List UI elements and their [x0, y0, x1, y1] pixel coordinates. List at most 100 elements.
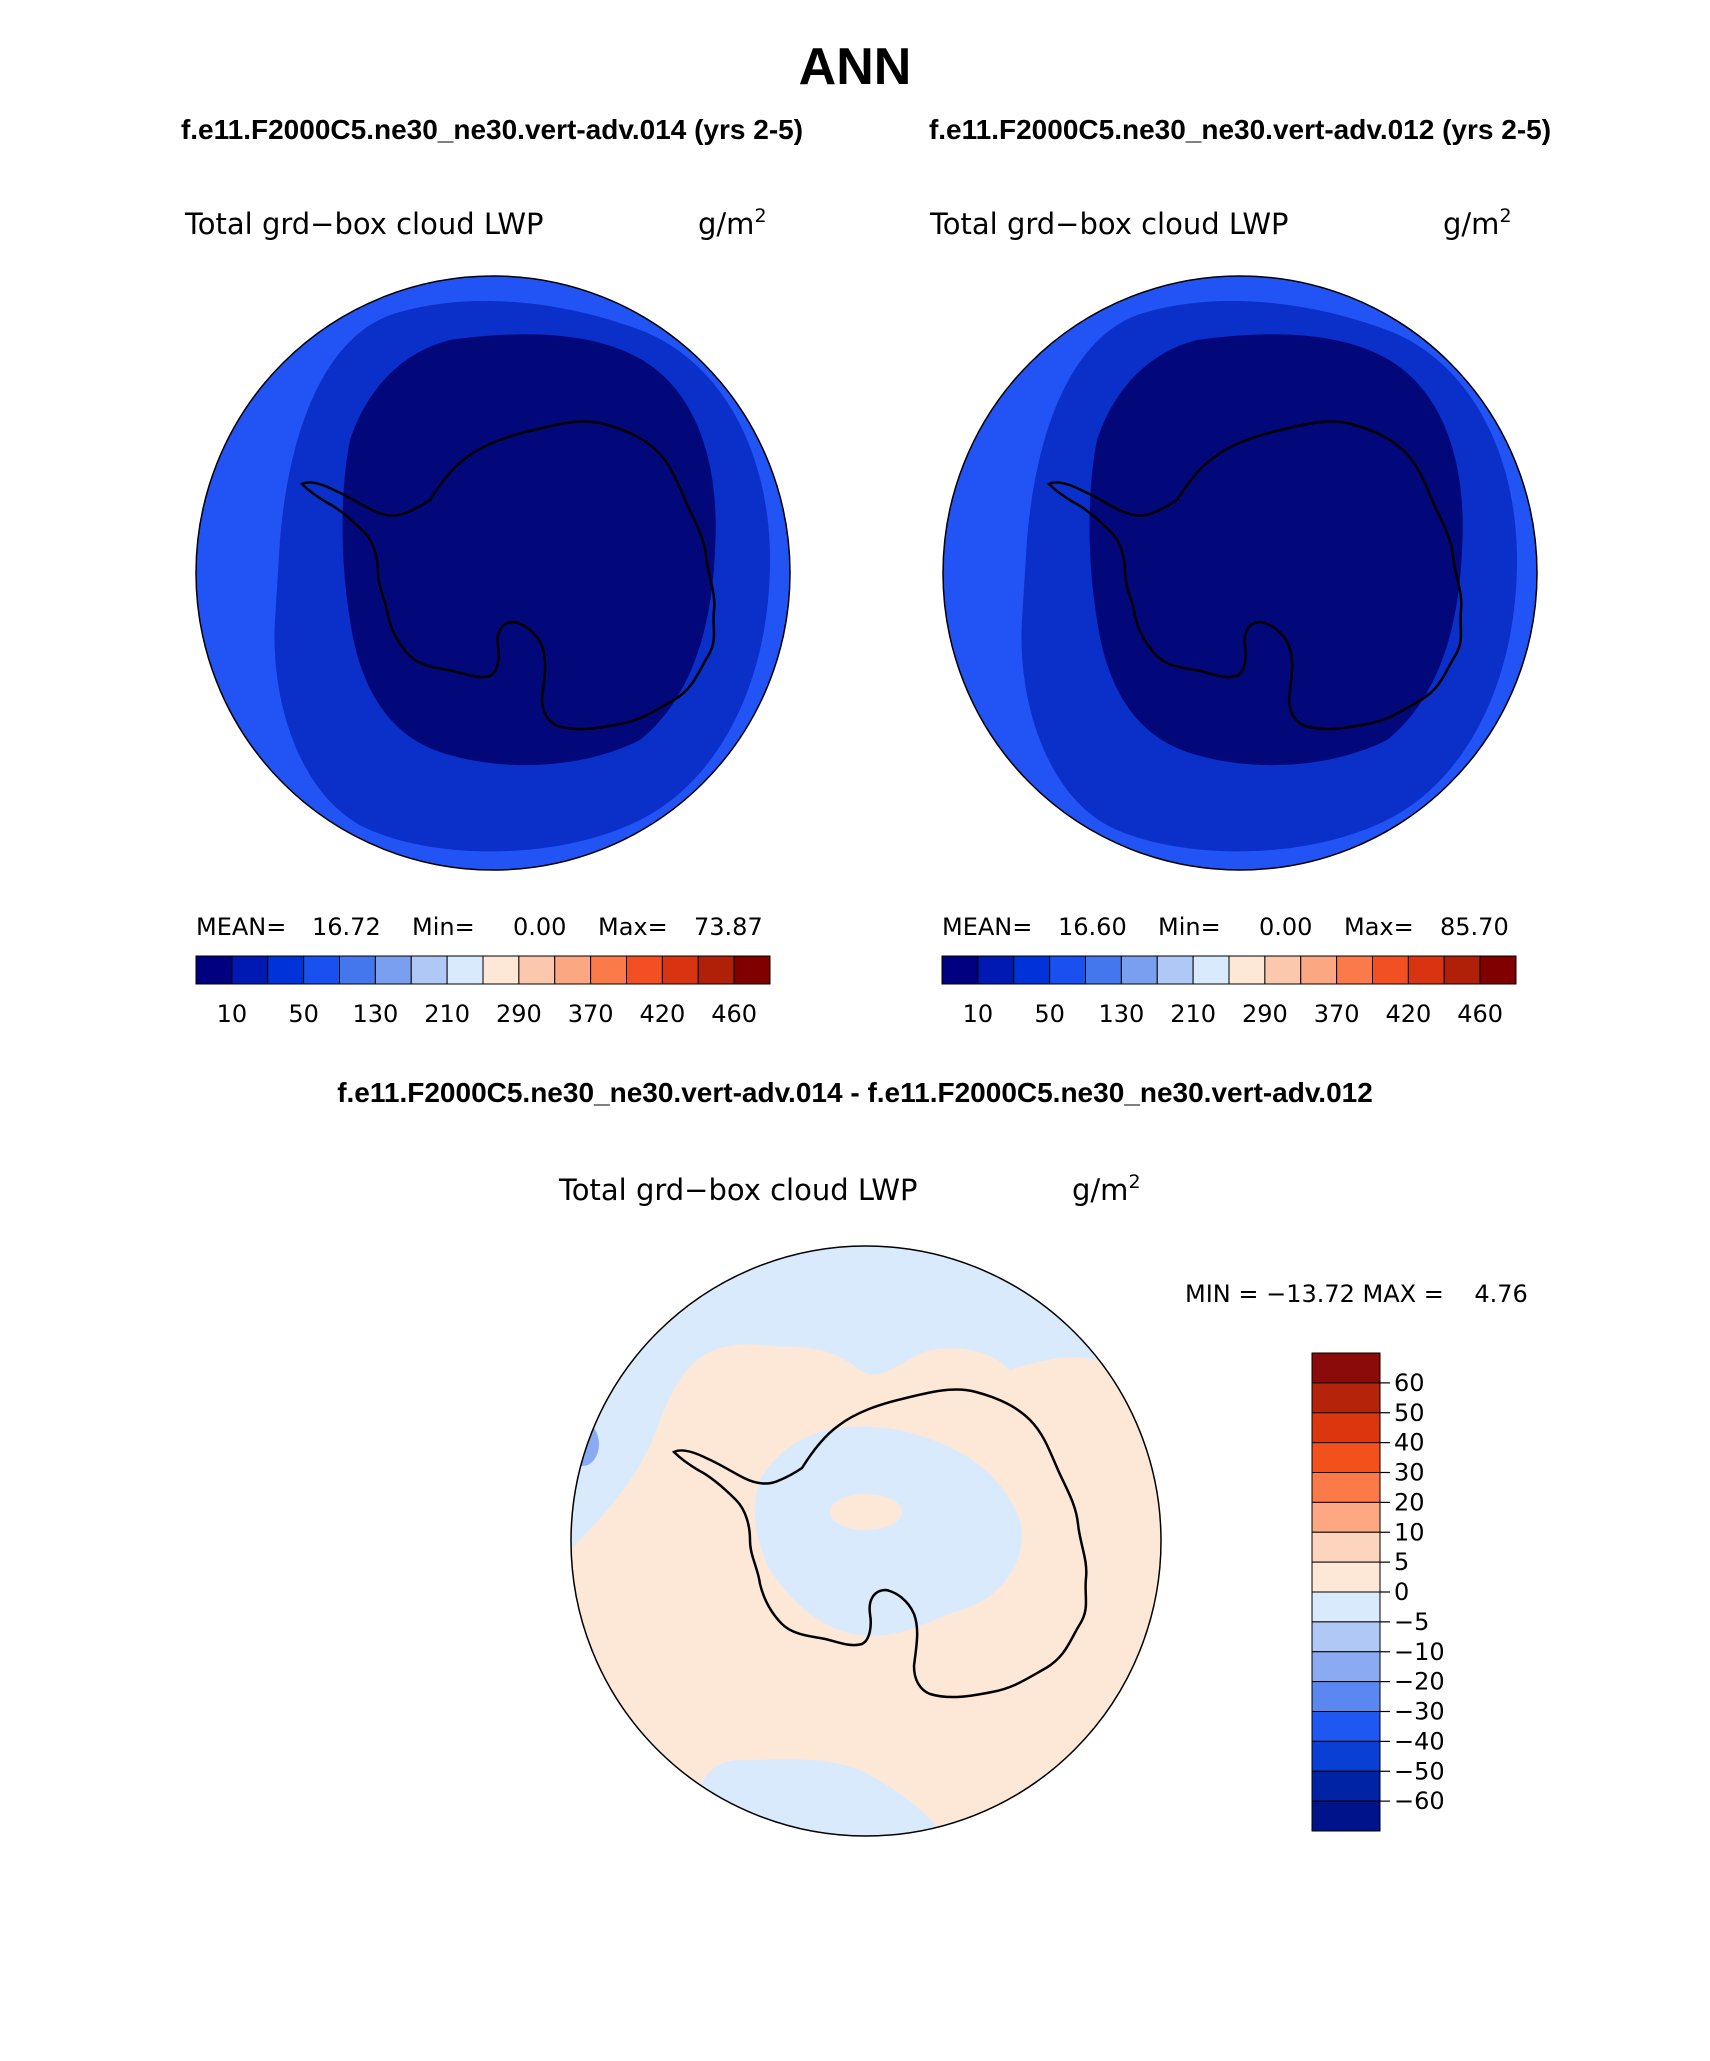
right-case-title: f.e11.F2000C5.ne30_ne30.vert-adv.012 (yr…: [929, 114, 1551, 145]
right-map-border: [942, 275, 1538, 871]
right-colorbar-ticks: 10 50 130 210 290 370 420 460: [963, 1000, 1503, 1028]
colorbar-tick-label: 50: [288, 1000, 319, 1028]
colorbar-swatch: [1311, 1561, 1381, 1593]
colorbar-tick-label: 10: [963, 1000, 994, 1028]
colorbar-swatch: [1479, 955, 1517, 985]
colorbar-swatch: [977, 955, 1015, 985]
colorbar-tick-label: 210: [424, 1000, 470, 1028]
colorbar-swatch: [1300, 955, 1338, 985]
left-mean-value: 16.72: [312, 913, 381, 941]
colorbar-swatch: [1156, 955, 1194, 985]
colorbar-tick-label: 10: [1394, 1518, 1425, 1546]
colorbar-swatch: [1311, 1442, 1381, 1473]
colorbar-swatch: [1192, 955, 1230, 985]
colorbar-swatch: [1311, 1621, 1381, 1653]
colorbar-swatch: [446, 955, 484, 985]
colorbar-swatch: [1311, 1651, 1381, 1683]
colorbar-swatch: [1049, 955, 1086, 985]
colorbar-tick-label: −10: [1394, 1638, 1445, 1666]
colorbar-tick-label: 0: [1394, 1578, 1409, 1606]
left-map-inner-band: [342, 334, 716, 766]
colorbar-tick-label: −30: [1394, 1698, 1445, 1726]
colorbar-swatch: [1311, 1531, 1381, 1563]
colorbar-swatch: [554, 955, 592, 985]
diff-map-border: [570, 1245, 1162, 1837]
right-max-label: Max=: [1344, 913, 1414, 941]
colorbar-swatch: [1443, 955, 1481, 985]
colorbar-swatch: [374, 955, 412, 985]
colorbar-tick-label: 5: [1394, 1548, 1409, 1576]
colorbar-tick-label: 130: [352, 1000, 398, 1028]
colorbar-tick-label: −5: [1394, 1608, 1429, 1636]
colorbar-swatch: [195, 955, 233, 985]
right-min-label: Min=: [1158, 913, 1221, 941]
colorbar-swatch: [661, 955, 699, 985]
colorbar-swatch: [1311, 1711, 1381, 1742]
colorbar-tick-label: −50: [1394, 1757, 1445, 1785]
colorbar-swatch: [1311, 1800, 1381, 1832]
colorbar-tick-label: 40: [1394, 1429, 1425, 1457]
colorbar-swatch: [231, 955, 269, 985]
colorbar-tick-label: 460: [711, 1000, 757, 1028]
colorbar-tick-label: 10: [217, 1000, 248, 1028]
right-stats: MEAN= 16.60 Min= 0.00 Max= 85.70: [942, 913, 1509, 941]
colorbar-swatch: [1311, 1681, 1381, 1712]
colorbar-swatch: [1311, 1740, 1381, 1772]
left-min-label: Min=: [412, 913, 475, 941]
diff-colorbar: [1311, 1352, 1390, 1832]
colorbar-swatch: [518, 955, 556, 985]
colorbar-swatch: [1407, 955, 1445, 985]
colorbar-swatch: [626, 955, 663, 985]
colorbar-swatch: [1311, 1382, 1381, 1414]
diff-title: f.e11.F2000C5.ne30_ne30.vert-adv.014 - f…: [337, 1077, 1373, 1108]
diff-polar-map: [571, 1246, 1161, 1836]
colorbar-tick-label: 290: [1242, 1000, 1288, 1028]
colorbar-tick-label: 290: [496, 1000, 542, 1028]
colorbar-tick-label: 60: [1394, 1369, 1425, 1397]
colorbar-tick-label: −60: [1394, 1787, 1445, 1815]
colorbar-tick-label: 420: [639, 1000, 685, 1028]
right-mean-label: MEAN=: [942, 913, 1032, 941]
diff-map-negative-blob: [830, 1494, 902, 1530]
right-variable-label: Total grd−box cloud LWP: [929, 207, 1289, 241]
figure-title: ANN: [799, 38, 912, 96]
left-min-value: 0.00: [513, 913, 566, 941]
right-map-inner-band: [1089, 334, 1463, 766]
diff-variable-label: Total grd−box cloud LWP: [558, 1173, 918, 1207]
colorbar-tick-label: 50: [1034, 1000, 1065, 1028]
colorbar-swatch: [303, 955, 340, 985]
colorbar-tick-label: −20: [1394, 1668, 1445, 1696]
colorbar-swatch: [941, 955, 979, 985]
right-max-value: 85.70: [1440, 913, 1509, 941]
colorbar-tick-label: 370: [1314, 1000, 1360, 1028]
right-panel: Total grd−box cloud LWP g/m2 MEAN= 16.60…: [929, 205, 1538, 1028]
colorbar-swatch: [1085, 955, 1122, 985]
colorbar-tick-label: 420: [1385, 1000, 1431, 1028]
colorbar-swatch: [1372, 955, 1409, 985]
colorbar-swatch: [697, 955, 735, 985]
colorbar-tick-label: 30: [1394, 1459, 1425, 1487]
left-map-border: [195, 275, 791, 871]
colorbar-swatch: [1311, 1472, 1381, 1503]
right-polar-map: [943, 276, 1537, 870]
left-stats: MEAN= 16.72 Min= 0.00 Max= 73.87: [196, 913, 763, 941]
colorbar-swatch: [733, 955, 771, 985]
left-colorbar-ticks: 10 50 130 210 290 370 420 460: [217, 1000, 757, 1028]
colorbar-swatch: [1311, 1770, 1381, 1802]
diff-map-negative-interior: [754, 1426, 1022, 1636]
colorbar-swatch: [1264, 955, 1302, 985]
colorbar-swatch: [267, 955, 305, 985]
colorbar-swatch: [1120, 955, 1158, 985]
left-polar-map: [196, 276, 790, 870]
left-units-label: g/m2: [698, 205, 767, 241]
diff-minmax: MIN = −13.72 MAX = 4.76: [1185, 1280, 1528, 1308]
colorbar-tick-label: −40: [1394, 1727, 1445, 1755]
colorbar-swatch: [1311, 1501, 1381, 1533]
colorbar-swatch: [1228, 955, 1266, 985]
colorbar-swatch: [410, 955, 448, 985]
colorbar-swatch: [1311, 1352, 1381, 1384]
left-mean-label: MEAN=: [196, 913, 286, 941]
right-mean-value: 16.60: [1058, 913, 1127, 941]
colorbar-tick-label: 370: [568, 1000, 614, 1028]
